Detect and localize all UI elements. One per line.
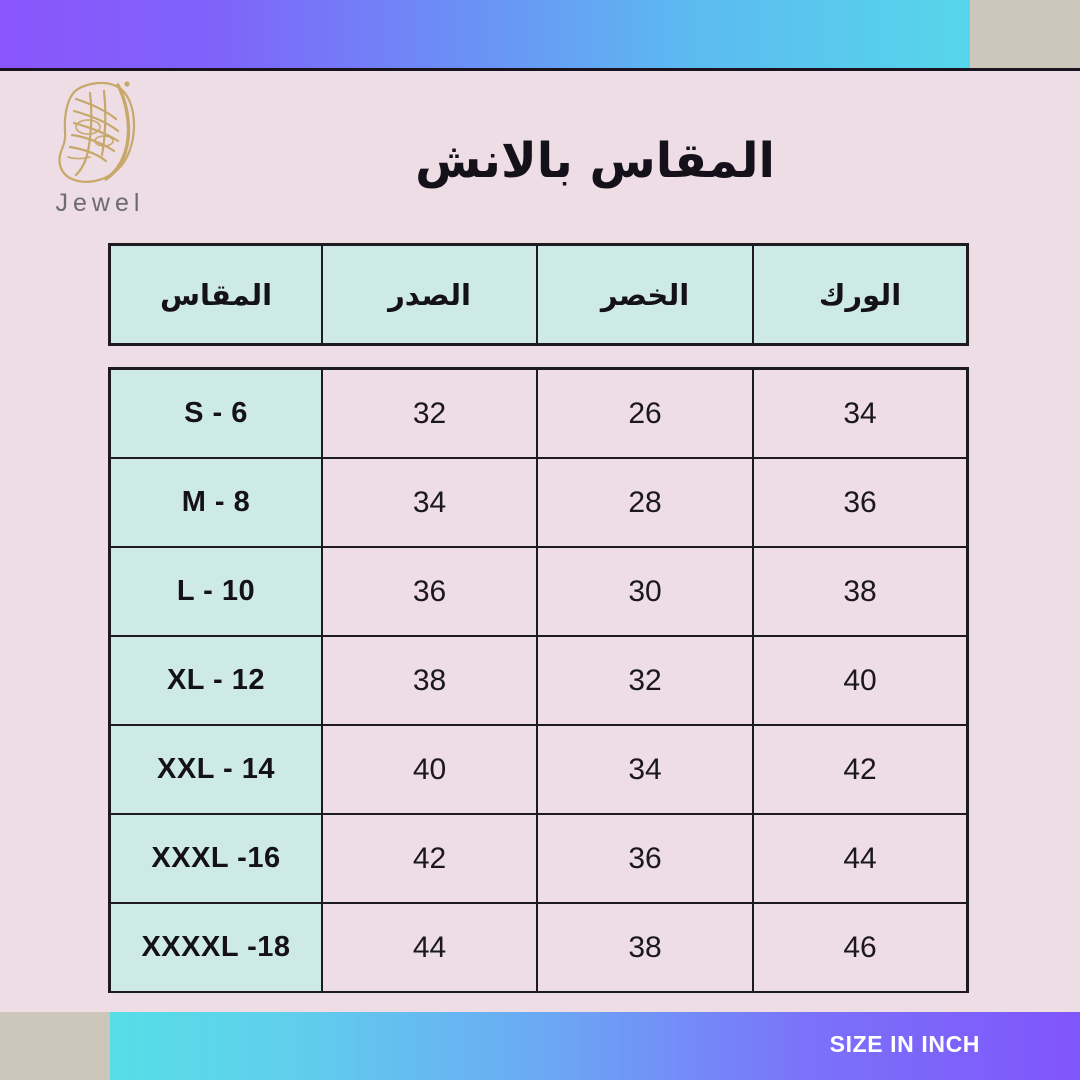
cell-waist: 32	[538, 637, 754, 726]
hip-value: 40	[843, 663, 877, 697]
cell-size: M - 8	[111, 459, 323, 548]
brand-logo: Jewel	[34, 79, 166, 221]
bottom-gradient-fill	[110, 1012, 1080, 1080]
cell-size: L - 10	[111, 548, 323, 637]
unit-note: SIZE IN INCH	[829, 1031, 980, 1057]
table-row: S - 6 32 26 34	[111, 370, 966, 459]
size-chart-canvas: Jewel المقاس بالانش المقاس الصدر الخصر ا…	[0, 71, 1080, 1012]
column-header-waist: الخصر	[538, 246, 754, 343]
column-header-chest: الصدر	[323, 246, 538, 343]
hip-value: 36	[843, 485, 877, 519]
cell-waist: 26	[538, 370, 754, 459]
cell-chest: 32	[323, 370, 538, 459]
cell-chest: 44	[323, 904, 538, 993]
chest-value: 36	[412, 574, 447, 608]
column-header-size: المقاس	[111, 246, 323, 343]
waist-value: 38	[628, 930, 662, 964]
waist-value: 34	[628, 752, 662, 786]
waist-value: 30	[628, 574, 662, 608]
top-gradient-fill	[0, 0, 970, 69]
size-label: XXL - 14	[157, 753, 275, 785]
page-title: المقاس بالانش	[415, 133, 775, 189]
cell-hip: 34	[754, 370, 966, 459]
size-label: L - 10	[176, 575, 256, 607]
cell-chest: 34	[323, 459, 538, 548]
cell-hip: 42	[754, 726, 966, 815]
cell-chest: 42	[323, 815, 538, 904]
cell-waist: 28	[538, 459, 754, 548]
waist-value: 32	[628, 663, 662, 697]
table-row: M - 8 34 28 36	[111, 459, 966, 548]
chest-value: 38	[412, 663, 447, 697]
size-label: XL - 12	[166, 664, 266, 696]
column-header-size-label: المقاس	[159, 277, 273, 312]
cell-size: XXXL -16	[111, 815, 323, 904]
size-label: S - 6	[184, 397, 248, 429]
cell-size: S - 6	[111, 370, 323, 459]
table-header-row: المقاس الصدر الخصر الورك	[108, 243, 969, 346]
cell-chest: 36	[323, 548, 538, 637]
cell-chest: 38	[323, 637, 538, 726]
table-row: XL - 12 38 32 40	[111, 637, 966, 726]
cell-size: XXL - 14	[111, 726, 323, 815]
top-divider-rule	[0, 68, 1080, 71]
size-label: XXXXL -18	[141, 931, 291, 963]
cell-size: XL - 12	[111, 637, 323, 726]
column-header-waist-label: الخصر	[600, 277, 690, 312]
column-header-chest-label: الصدر	[388, 277, 471, 312]
size-label: M - 8	[181, 486, 251, 518]
table-row: XXXXL -18 44 38 46	[111, 904, 966, 993]
waist-value: 26	[628, 396, 662, 430]
bottom-gradient-bar: SIZE IN INCH	[0, 1012, 1080, 1080]
brand-name: Jewel	[55, 189, 145, 217]
hip-value: 44	[843, 841, 877, 875]
cell-size: XXXXL -18	[111, 904, 323, 993]
table-row: L - 10 36 30 38	[111, 548, 966, 637]
hip-value: 38	[843, 574, 877, 608]
cell-waist: 30	[538, 548, 754, 637]
cell-waist: 34	[538, 726, 754, 815]
hip-value: 46	[843, 930, 877, 964]
chest-value: 34	[412, 485, 447, 519]
hip-value: 34	[843, 396, 877, 430]
cell-hip: 38	[754, 548, 966, 637]
waist-value: 28	[628, 485, 662, 519]
cell-hip: 46	[754, 904, 966, 993]
column-header-hip: الورك	[754, 246, 966, 343]
hip-value: 42	[843, 752, 877, 786]
table-row: XXL - 14 40 34 42	[111, 726, 966, 815]
chest-value: 40	[412, 752, 447, 786]
cell-hip: 40	[754, 637, 966, 726]
cell-waist: 38	[538, 904, 754, 993]
chest-value: 44	[412, 930, 447, 964]
table-row: XXXL -16 42 36 44	[111, 815, 966, 904]
chest-value: 32	[412, 396, 447, 430]
cell-chest: 40	[323, 726, 538, 815]
cell-hip: 44	[754, 815, 966, 904]
size-label: XXXL -16	[151, 842, 281, 874]
top-gradient-bar	[0, 0, 1080, 71]
butterfly-wing-icon	[48, 79, 152, 187]
waist-value: 36	[628, 841, 662, 875]
cell-waist: 36	[538, 815, 754, 904]
table-body: S - 6 32 26 34 M - 8 34 28 36 L - 10 36 …	[108, 367, 969, 993]
chest-value: 42	[412, 841, 447, 875]
cell-hip: 36	[754, 459, 966, 548]
column-header-hip-label: الورك	[818, 277, 902, 312]
